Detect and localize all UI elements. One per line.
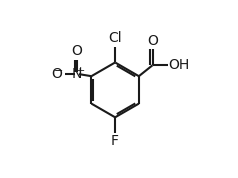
Text: F: F	[111, 134, 119, 148]
Text: O: O	[147, 34, 158, 48]
Text: N: N	[72, 67, 82, 81]
Text: O: O	[72, 44, 82, 58]
Text: O: O	[52, 67, 63, 81]
Text: OH: OH	[168, 58, 189, 72]
Text: +: +	[75, 66, 85, 76]
Text: −: −	[54, 66, 64, 76]
Text: Cl: Cl	[108, 31, 122, 45]
